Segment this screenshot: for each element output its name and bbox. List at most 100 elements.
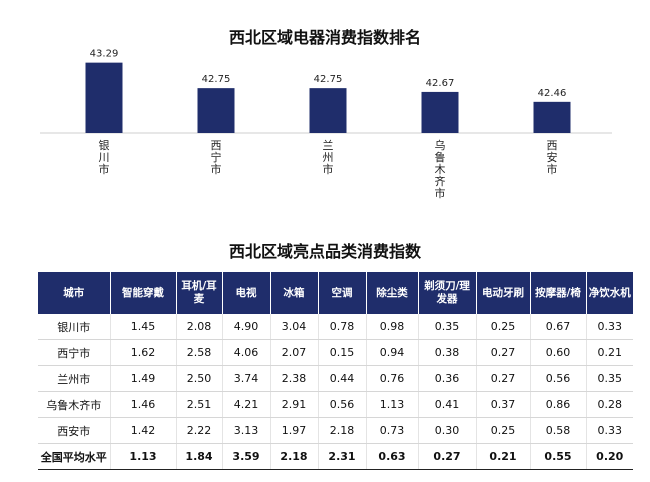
table-cell: 0.38	[418, 339, 477, 366]
table-cell: 2.18	[318, 417, 367, 444]
table-cell: 0.21	[586, 339, 633, 366]
table-cell: 2.22	[176, 417, 223, 444]
x-tick-label: 银川市	[99, 138, 110, 176]
table-cell: 0.21	[476, 443, 531, 470]
table-cell: 0.27	[476, 339, 531, 366]
table-cell: 0.25	[476, 417, 531, 444]
table-cell: 0.86	[530, 391, 587, 418]
table-cell: 1.97	[270, 417, 319, 444]
table-cell: 0.41	[418, 391, 477, 418]
bar-chart: 43.29 银川市 42.75 西宁市 42.75 兰州市 42.67 乌鲁木齐市 42.46 西…	[40, 49, 612, 200]
table-cell: 0.78	[318, 314, 367, 340]
table-cell: 3.74	[222, 365, 271, 392]
table-cell: 0.67	[530, 314, 587, 340]
table-cell: 0.35	[586, 365, 633, 392]
x-tick-label: 乌鲁木齐市	[435, 138, 446, 200]
table-cell: 2.18	[270, 443, 319, 470]
table-cell: 0.73	[366, 417, 419, 444]
row-city-cell: 全国平均水平	[38, 443, 111, 470]
table-cell: 1.42	[110, 417, 177, 444]
table-cell: 0.15	[318, 339, 367, 366]
header-fridge: 冰箱	[270, 272, 319, 314]
data-label: 42.46	[538, 88, 567, 99]
table-cell: 1.46	[110, 391, 177, 418]
row-city-cell: 银川市	[38, 314, 111, 340]
header-dust-removal: 除尘类	[366, 272, 419, 314]
table-cell: 0.36	[418, 365, 477, 392]
table-cell: 3.13	[222, 417, 271, 444]
table-cell: 0.76	[366, 365, 419, 392]
table-cell: 0.44	[318, 365, 367, 392]
table-cell: 0.33	[586, 417, 633, 444]
table-title: 西北区域亮点品类消费指数	[228, 242, 421, 261]
data-label: 43.29	[90, 49, 119, 60]
table-cell: 1.84	[176, 443, 223, 470]
header-air-conditioner: 空调	[318, 272, 367, 314]
bar	[197, 88, 235, 133]
x-tick-label: 兰州市	[323, 139, 334, 176]
table-cell: 0.94	[366, 339, 419, 366]
table-cell: 4.06	[222, 339, 271, 366]
row-city-cell: 西安市	[38, 417, 111, 444]
table-cell: 3.59	[222, 443, 271, 470]
bar	[421, 91, 459, 133]
table-row: 西宁市 1.62 2.58 4.06 2.07 0.15 0.94 0.38 0.27 0.60 0…	[38, 339, 633, 366]
data-label: 42.75	[202, 74, 231, 85]
table-cell: 0.35	[418, 314, 477, 340]
table-cell: 2.50	[176, 365, 223, 392]
header-massager: 按摩器/椅	[530, 272, 587, 314]
table-row: 兰州市 1.49 2.50 3.74 2.38 0.44 0.76 0.36 0.27 0.56 0…	[38, 365, 633, 392]
table-cell: 1.45	[110, 314, 177, 340]
table-cell: 0.25	[476, 314, 531, 340]
data-label: 42.75	[314, 74, 343, 85]
table-cell: 2.08	[176, 314, 223, 340]
table-cell: 0.55	[530, 443, 587, 470]
table-cell: 0.60	[530, 339, 587, 366]
table-cell: 0.37	[476, 391, 531, 418]
header-smart-wearable: 智能穿戴	[110, 272, 177, 314]
table-cell: 0.30	[418, 417, 477, 444]
bar	[533, 101, 571, 133]
table-cell: 0.56	[530, 365, 587, 392]
row-city-cell: 兰州市	[38, 365, 111, 392]
table-cell: 0.56	[318, 391, 367, 418]
table-cell: 4.21	[222, 391, 271, 418]
table-cell: 1.62	[110, 339, 177, 366]
row-city-cell: 乌鲁木齐市	[38, 391, 111, 418]
table-cell: 1.49	[110, 365, 177, 392]
header-electric-toothbrush: 电动牙刷	[476, 272, 531, 314]
table-cell: 0.33	[586, 314, 633, 340]
table-cell: 0.20	[586, 443, 633, 470]
table-cell: 0.58	[530, 417, 587, 444]
table-cell: 2.38	[270, 365, 319, 392]
table-cell: 0.27	[418, 443, 477, 470]
header-water-purifier: 净饮水机	[586, 272, 633, 314]
table-row: 银川市 1.45 2.08 4.90 3.04 0.78 0.98 0.35 0.25 0.67 0…	[38, 314, 633, 340]
table-cell: 1.13	[366, 391, 419, 418]
table-cell: 0.98	[366, 314, 419, 340]
national-average-row: 全国平均水平 1.13 1.84 3.59 2.18 2.31 0.63 0.27 0.21 0.…	[38, 443, 633, 470]
bar	[85, 62, 123, 134]
data-label: 42.67	[426, 78, 455, 89]
row-city-cell: 西宁市	[38, 339, 111, 366]
bar	[309, 88, 347, 133]
table-row: 西安市 1.42 2.22 3.13 1.97 2.18 0.73 0.30 0.25 0.58 0…	[38, 417, 633, 444]
chart-title: 西北区域电器消费指数排名	[228, 28, 421, 47]
x-tick-label: 西宁市	[211, 139, 222, 176]
table-cell: 2.07	[270, 339, 319, 366]
category-index-table: 城市 智能穿戴 耳机/耳麦 电视 冰箱 空调 除尘类 剃须刀/理发器 电动牙刷 …	[38, 272, 633, 470]
table-cell: 0.27	[476, 365, 531, 392]
table-cell: 4.90	[222, 314, 271, 340]
table-header-row: 城市 智能穿戴 耳机/耳麦 电视 冰箱 空调 除尘类 剃须刀/理发器 电动牙刷 …	[38, 272, 633, 314]
header-shaver: 剃须刀/理发器	[418, 272, 477, 314]
table-row: 乌鲁木齐市 1.46 2.51 4.21 2.91 0.56 1.13 0.41 0.37 0.8…	[38, 391, 633, 418]
table-cell: 3.04	[270, 314, 319, 340]
table-cell: 0.28	[586, 391, 633, 418]
table-cell: 2.31	[318, 443, 367, 470]
table-cell: 1.13	[110, 443, 177, 470]
header-headphones: 耳机/耳麦	[176, 272, 223, 314]
header-tv: 电视	[222, 272, 271, 314]
table-cell: 2.51	[176, 391, 223, 418]
header-city: 城市	[38, 272, 111, 314]
x-tick-label: 西安市	[547, 139, 558, 176]
